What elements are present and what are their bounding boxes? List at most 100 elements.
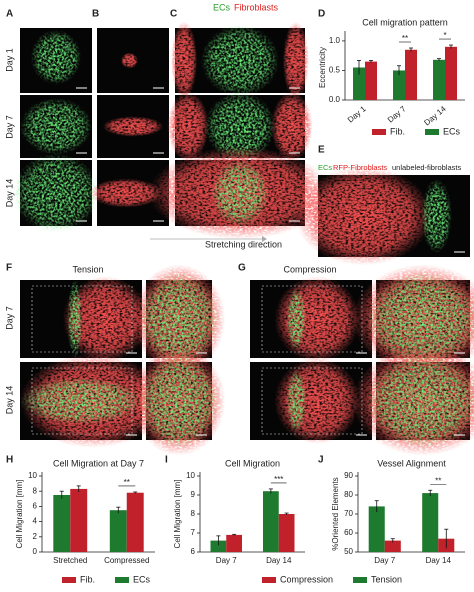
image-signal	[167, 91, 209, 162]
y-tick-label: 10	[186, 471, 195, 480]
x-tick-label: Day 7	[386, 104, 408, 125]
image-signal	[282, 21, 309, 100]
sig-label: *	[443, 31, 446, 40]
chart-title: Cell Migration at Day 7	[53, 458, 144, 468]
panel-letter: H	[6, 455, 13, 466]
header-fibroblasts: Fibroblasts	[234, 2, 279, 12]
panel-letter: C	[170, 9, 177, 20]
panel-letter: J	[318, 455, 324, 466]
legend-label: Tension	[371, 574, 402, 584]
bar	[433, 59, 445, 100]
chart-title: Cell Migration	[225, 458, 280, 468]
bar	[365, 61, 377, 100]
y-tick-label: 70	[344, 509, 353, 518]
row-label: Day 1	[4, 48, 14, 72]
y-tick-label: 1.0	[329, 36, 341, 45]
image-signal	[204, 91, 276, 162]
image-signal	[271, 91, 313, 162]
legend-label: ECs	[443, 126, 461, 136]
sig-label: **	[124, 478, 130, 487]
row-label: Day 14	[4, 386, 14, 415]
y-tick-label: 0.5	[329, 66, 341, 75]
f-title: Tension	[72, 264, 103, 274]
image-signal	[67, 280, 83, 358]
bar	[126, 492, 144, 552]
y-tick-label: 80	[344, 490, 353, 499]
panel-letter: F	[6, 263, 12, 274]
y-tick-label: 6	[33, 502, 38, 511]
roi	[31, 367, 133, 435]
y-tick-label: 2	[33, 532, 38, 541]
image-signal	[139, 272, 219, 366]
y-tick-label: 8	[191, 509, 196, 518]
e-ecs: ECs	[318, 163, 332, 172]
x-tick-label: Day 7	[374, 556, 395, 565]
image-signal	[20, 98, 92, 155]
image-signal	[201, 24, 279, 97]
sig-label: ***	[274, 475, 283, 484]
panel-letter: G	[238, 263, 246, 274]
legend-swatch	[353, 577, 368, 583]
x-tick-label: Day 14	[422, 104, 448, 128]
bar	[109, 510, 127, 552]
image-signal	[295, 166, 432, 266]
legend-label: Fib.	[390, 126, 405, 136]
bar	[422, 493, 439, 552]
y-axis-label: Eccentricity	[318, 47, 327, 88]
y-tick-label: 10	[28, 471, 37, 480]
image-signal	[286, 369, 307, 433]
image-signal	[286, 287, 307, 351]
y-tick-label: 9	[191, 490, 196, 499]
stretching-label: Stretching direction	[205, 239, 282, 249]
row-label: Day 7	[4, 306, 14, 330]
row-label: Day 14	[4, 179, 14, 208]
bar	[210, 540, 227, 552]
legend-label: Compression	[280, 574, 333, 584]
image-signal	[139, 354, 219, 448]
bar	[53, 495, 71, 552]
bar	[70, 488, 88, 552]
image-signal	[102, 116, 164, 137]
sig-label: **	[435, 476, 441, 485]
bar	[445, 46, 457, 100]
chart-title: Cell migration pattern	[362, 17, 448, 27]
panel-letter: B	[92, 9, 99, 20]
x-tick-label: Stretched	[53, 556, 87, 565]
y-tick-label: 50	[344, 547, 353, 556]
panel-letter: A	[6, 9, 13, 20]
x-tick-label: Day 7	[216, 556, 237, 565]
image-signal	[366, 354, 474, 448]
image-signal	[211, 160, 269, 226]
panel-letter: I	[165, 455, 168, 466]
roi	[31, 285, 133, 353]
y-axis-label: Cell Migration [mm]	[15, 480, 24, 549]
y-tick-label: 90	[344, 471, 353, 480]
microscopy-images	[12, 21, 474, 456]
panel-letter: D	[318, 9, 325, 20]
image-signal	[12, 153, 100, 233]
g-title: Compression	[283, 264, 336, 274]
image-signal	[62, 276, 149, 362]
bar	[405, 49, 417, 100]
legend-label: Fib.	[80, 574, 95, 584]
header-ecs: ECs	[213, 2, 231, 12]
image-signal	[120, 52, 139, 69]
legend-swatch	[425, 129, 440, 135]
chart-title: Vessel Alignment	[377, 458, 446, 468]
y-tick-label: 0.0	[329, 95, 341, 104]
bar	[226, 534, 242, 552]
legend-swatch	[115, 577, 130, 583]
legend-swatch	[62, 577, 76, 583]
image-signal	[366, 272, 474, 366]
y-axis-label: Cell Migration [mm]	[173, 480, 182, 549]
x-tick-label: Day 14	[426, 556, 452, 565]
e-rfp: RFP-Fibroblasts	[333, 163, 387, 172]
image-signal	[30, 29, 82, 85]
bar	[278, 514, 295, 552]
bar	[393, 70, 405, 100]
image-signal	[20, 377, 142, 425]
bar	[368, 506, 385, 552]
y-tick-label: 60	[344, 528, 353, 537]
x-tick-label: Day 1	[346, 104, 368, 125]
